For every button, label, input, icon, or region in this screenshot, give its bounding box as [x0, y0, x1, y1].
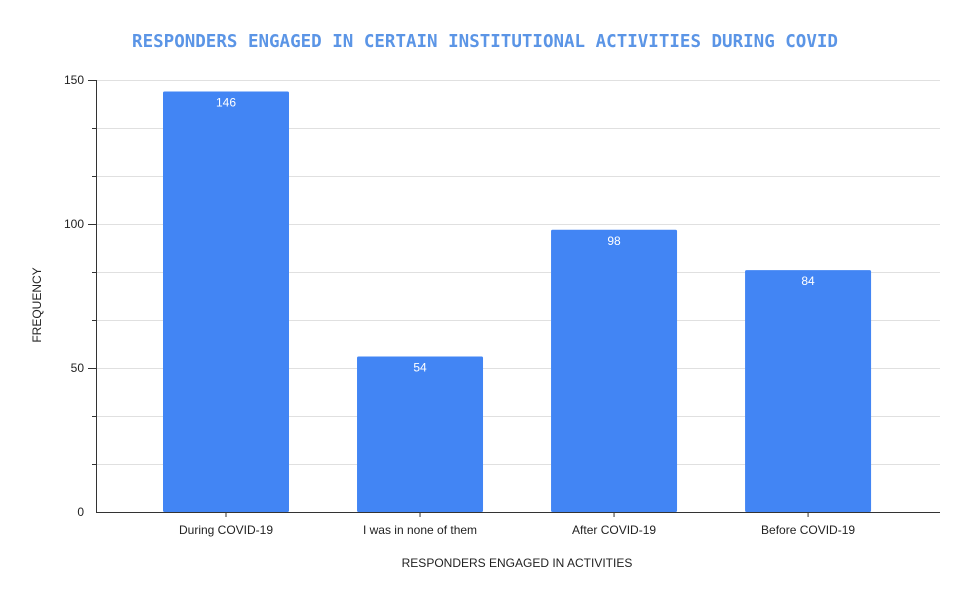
chart-title: RESPONDERS ENGAGED IN CERTAIN INSTITUTIO…	[132, 32, 838, 52]
x-tick-label: After COVID-19	[572, 523, 656, 537]
bar	[551, 229, 678, 512]
bars	[163, 91, 872, 513]
x-tick-label: Before COVID-19	[761, 523, 855, 537]
bar-data-label: 54	[413, 360, 427, 374]
bar	[745, 270, 872, 512]
bar-data-label: 98	[607, 234, 621, 248]
x-axis-title: RESPONDERS ENGAGED IN ACTIVITIES	[402, 556, 633, 570]
y-tick-label: 150	[64, 73, 84, 87]
bar-data-label: 84	[801, 274, 815, 288]
y-tick-label: 100	[64, 217, 84, 231]
axes	[88, 80, 940, 517]
y-axis-title: FREQUENCY	[30, 267, 44, 342]
bar	[163, 91, 289, 513]
labels: 0 50 100 150 146 During COVID-19 54 I was in no…	[64, 73, 855, 537]
x-tick-label: During COVID-19	[179, 523, 273, 537]
y-tick-label: 50	[71, 361, 85, 375]
x-tick-label: I was in none of them	[363, 523, 477, 537]
bar-data-label: 146	[216, 96, 236, 110]
y-tick-label: 0	[77, 505, 84, 519]
bar	[357, 356, 484, 512]
